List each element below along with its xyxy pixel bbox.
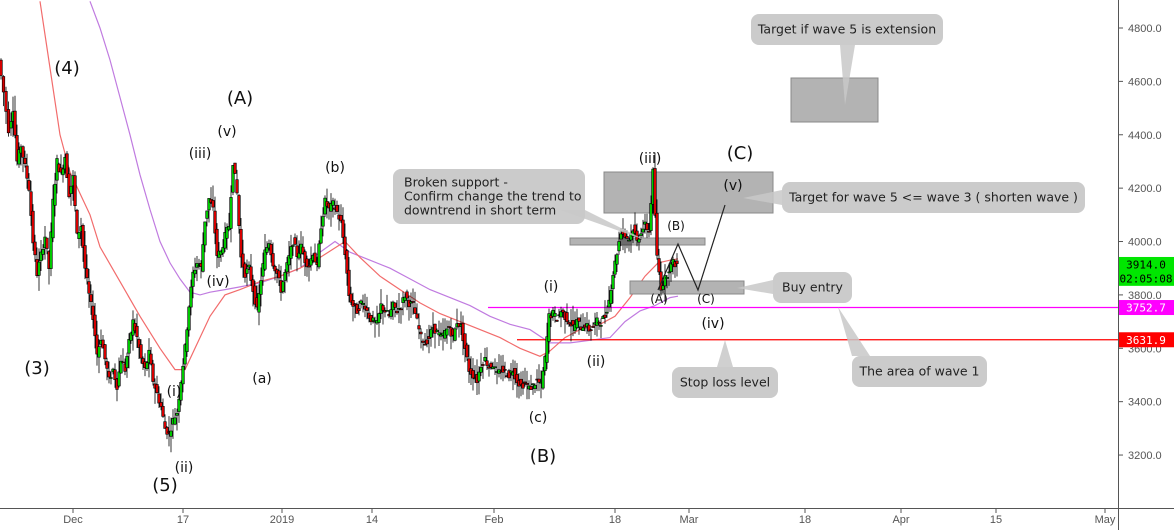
callout-text: Target if wave 5 is extension (757, 22, 936, 37)
callouts: Target if wave 5 is extension Broken supp… (393, 14, 1085, 398)
svg-text:3914.0: 3914.0 (1126, 258, 1166, 271)
callout-text: Confirm change the trend to (404, 189, 582, 204)
callout-text: The area of wave 1 (859, 364, 980, 379)
target-extension-box[interactable] (790, 77, 879, 123)
callout-box (782, 182, 1085, 213)
time-tick-label: May (1095, 514, 1116, 526)
callout-box (393, 169, 585, 224)
wave-label: (b) (325, 160, 345, 176)
price-tick-label: 4200.0 (1128, 183, 1162, 195)
callout-box (751, 14, 943, 45)
callout-box (852, 356, 987, 387)
wave-label: (5) (152, 475, 178, 496)
wave-label: (B) (667, 219, 685, 233)
time-axis[interactable]: Dec 17 2019 14 Feb 18 Mar 18 Apr 15 May (63, 508, 1116, 526)
wave-label: (ii) (175, 460, 194, 476)
callout-pointer (838, 307, 870, 356)
price-tag: 02:05:08 (1119, 270, 1174, 286)
wave-label: (4) (54, 58, 80, 79)
wave-label: (3) (24, 358, 50, 379)
callout-pointer (840, 45, 855, 105)
broken-support-callout[interactable]: Broken support -Confirm change the trend… (393, 169, 645, 240)
wave-label: (B) (530, 446, 556, 467)
wave-label: (c) (529, 410, 548, 426)
callout-text: Buy entry (782, 280, 844, 295)
callout-box (773, 272, 852, 303)
target-wave5-box[interactable] (603, 171, 774, 214)
wave1-area-callout[interactable]: The area of wave 1 (838, 307, 987, 387)
price-tag: 3914.0 (1119, 256, 1174, 272)
buy-entry-callout[interactable]: Buy entry (737, 272, 852, 303)
target-wave5-callout[interactable]: Target for wave 5 <= wave 3 ( shorten wa… (743, 182, 1085, 213)
price-tag: 3752.7 (1119, 300, 1174, 316)
price-tick-label: 4000.0 (1128, 237, 1162, 249)
time-tick-label: 14 (366, 514, 378, 526)
wave-projection (657, 204, 726, 292)
horizontal-levels (488, 306, 1118, 341)
wave-labels: (4)(3)(5)(ii)(i)(iv)(iii)(v)(A)(a)(b)(c)… (24, 58, 753, 496)
slow-ma-line (89, 1, 679, 344)
callout-pointer (743, 190, 782, 205)
wave-label: (C) (727, 143, 754, 164)
wave-label: (iv) (701, 316, 724, 332)
price-tag: 3631.9 (1119, 332, 1174, 348)
wave-label: (C) (697, 292, 715, 306)
buy-entry-box[interactable] (629, 280, 745, 295)
price-tick-label: 3800.0 (1128, 290, 1162, 302)
price-tick-label: 4400.0 (1128, 130, 1162, 142)
time-tick-label: 18 (609, 514, 621, 526)
price-axis[interactable]: 4800.04600.04400.04200.04000.03800.03600… (1118, 23, 1162, 462)
callout-pointer (737, 280, 773, 294)
time-tick-label: Apr (892, 514, 909, 526)
price-tick-label: 4600.0 (1128, 76, 1162, 88)
wave-label: (iv) (206, 274, 229, 290)
wave-label: (A) (227, 88, 253, 109)
wave-label: (ii) (587, 354, 606, 370)
wave-label: (a) (252, 371, 272, 387)
wave-label: (iii) (639, 151, 662, 167)
callout-box (672, 367, 778, 398)
wave-label: (i) (544, 279, 559, 295)
callout-text: downtrend in short term (404, 203, 556, 218)
wave-label: (i) (167, 384, 182, 400)
wave-label: (v) (217, 124, 236, 140)
time-tick-label: 15 (990, 514, 1002, 526)
svg-text:3752.7: 3752.7 (1126, 302, 1166, 315)
time-tick-label: 2019 (270, 514, 294, 526)
svg-text:3631.9: 3631.9 (1126, 334, 1166, 347)
callout-text: Broken support - (404, 175, 508, 190)
target-extension-callout[interactable]: Target if wave 5 is extension (751, 14, 943, 105)
price-tags: 3914.002:05:08 3752.7 3631.9 (1119, 256, 1174, 348)
price-tick-label: 3200.0 (1128, 450, 1162, 462)
callout-pointer (717, 340, 733, 367)
price-tick-label: 4800.0 (1128, 23, 1162, 35)
time-tick-label: Dec (63, 514, 83, 526)
price-tick-label: 3400.0 (1128, 397, 1162, 409)
wave-label: (iii) (189, 146, 212, 162)
time-tick-label: Mar (680, 514, 699, 526)
wave-label: (A) (650, 292, 668, 306)
stop-loss-callout[interactable]: Stop loss level (672, 340, 778, 398)
callout-text: Stop loss level (680, 375, 770, 390)
time-tick-label: 18 (799, 514, 811, 526)
candlesticks (0, 58, 679, 453)
wave-label: (v) (723, 178, 742, 194)
svg-text:02:05:08: 02:05:08 (1120, 272, 1173, 285)
projected-wave-path (657, 204, 726, 292)
time-tick-label: 17 (177, 514, 189, 526)
time-tick-label: Feb (485, 514, 504, 526)
callout-text: Target for wave 5 <= wave 3 ( shorten wa… (788, 190, 1078, 205)
